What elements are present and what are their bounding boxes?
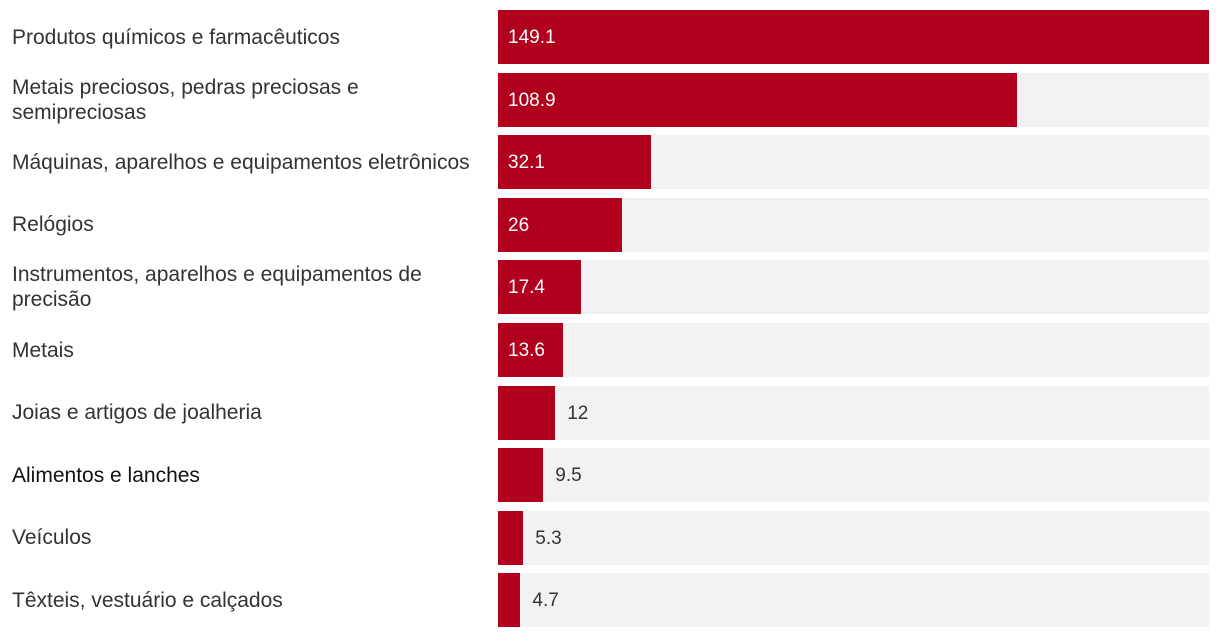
value-label: 108.9: [508, 89, 556, 111]
category-label: Joias e artigos de joalheria: [12, 401, 262, 425]
category-label: Máquinas, aparelhos e equipamentos eletr…: [12, 150, 470, 174]
category-label: Metais: [12, 338, 74, 362]
bar: [498, 385, 556, 440]
value-label: 26: [508, 214, 530, 236]
bar: [498, 448, 544, 503]
bar-track: [498, 260, 1209, 315]
value-label: 5.3: [535, 527, 562, 549]
value-label: 12: [567, 402, 589, 424]
bar-track: [498, 573, 1209, 628]
value-label: 17.4: [508, 277, 545, 299]
category-label: Alimentos e lanches: [12, 463, 200, 487]
bar: [498, 260, 581, 315]
bar-track: [498, 385, 1209, 440]
category-label: Têxteis, vestuário e calçados: [12, 588, 283, 612]
bar: [498, 323, 563, 377]
bar: [498, 510, 524, 565]
value-label: 9.5: [555, 465, 582, 487]
bar-track: [498, 323, 1209, 377]
bar-track: [498, 510, 1209, 565]
category-label: Veículos: [12, 526, 92, 550]
category-label: Metais preciosos, pedras preciosas e sem…: [12, 75, 359, 124]
value-label: 13.6: [508, 340, 545, 361]
bar: [498, 10, 1209, 64]
value-label: 32.1: [508, 152, 545, 174]
bar: [498, 135, 652, 190]
category-label: Produtos químicos e farmacêuticos: [12, 25, 340, 49]
bar: [498, 72, 1018, 127]
bar-track: [498, 448, 1209, 503]
category-label: Instrumentos, aparelhos e equipamentos d…: [12, 263, 422, 312]
value-label: 4.7: [532, 590, 559, 612]
bar: [498, 197, 622, 252]
value-label: 149.1: [508, 27, 556, 48]
category-label: Relógios: [12, 213, 94, 237]
bar: [498, 573, 521, 628]
